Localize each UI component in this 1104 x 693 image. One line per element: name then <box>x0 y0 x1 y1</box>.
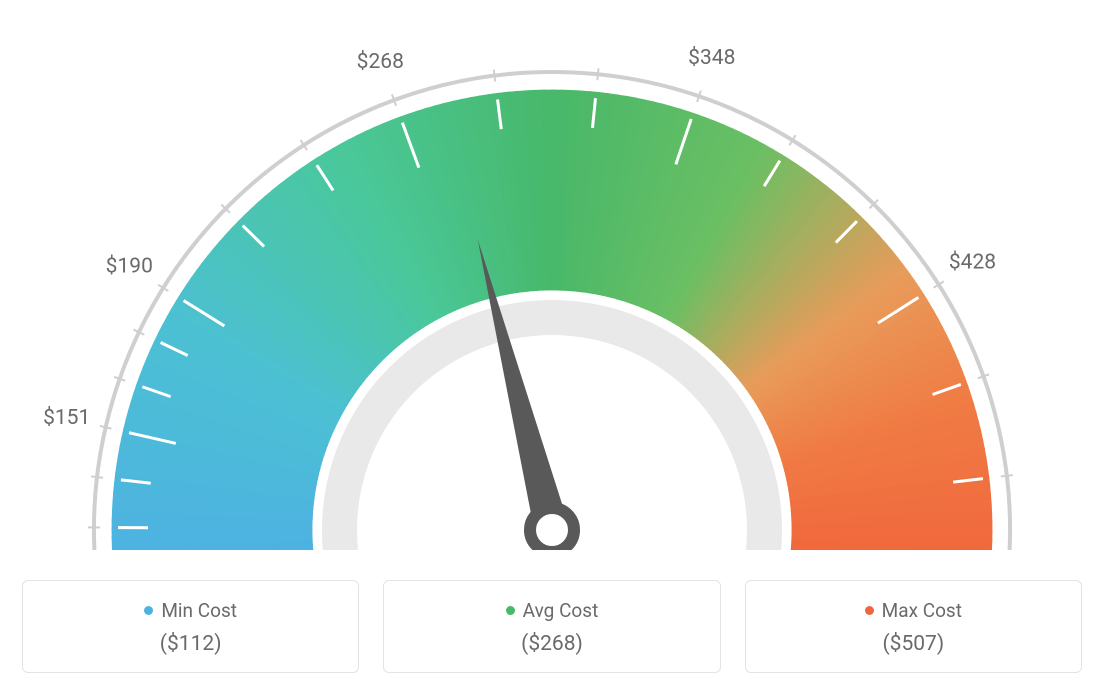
legend-title-max: Max Cost <box>865 599 962 622</box>
legend-label-avg: Avg Cost <box>523 599 599 622</box>
legend-title-min: Min Cost <box>144 599 237 622</box>
gauge-svg: $112$151$190$268$348$428$507 <box>22 20 1082 550</box>
legend-dot-max <box>865 606 874 615</box>
tick-label: $151 <box>43 406 90 430</box>
cost-gauge-chart: $112$151$190$268$348$428$507 <box>22 20 1082 550</box>
legend-card-min: Min Cost ($112) <box>22 580 359 673</box>
tick-label: $428 <box>949 251 996 275</box>
legend-row: Min Cost ($112) Avg Cost ($268) Max Cost… <box>22 580 1082 673</box>
legend-title-avg: Avg Cost <box>506 599 599 622</box>
legend-label-min: Min Cost <box>161 599 237 622</box>
legend-label-max: Max Cost <box>882 599 962 622</box>
legend-value-avg: ($268) <box>394 632 709 656</box>
legend-dot-min <box>144 606 153 615</box>
legend-card-avg: Avg Cost ($268) <box>383 580 720 673</box>
legend-card-max: Max Cost ($507) <box>745 580 1082 673</box>
legend-dot-avg <box>506 606 515 615</box>
tick-label: $348 <box>688 46 735 70</box>
legend-value-min: ($112) <box>33 632 348 656</box>
legend-value-max: ($507) <box>756 632 1071 656</box>
tick-label: $268 <box>357 50 404 74</box>
tick-label: $190 <box>106 254 153 278</box>
